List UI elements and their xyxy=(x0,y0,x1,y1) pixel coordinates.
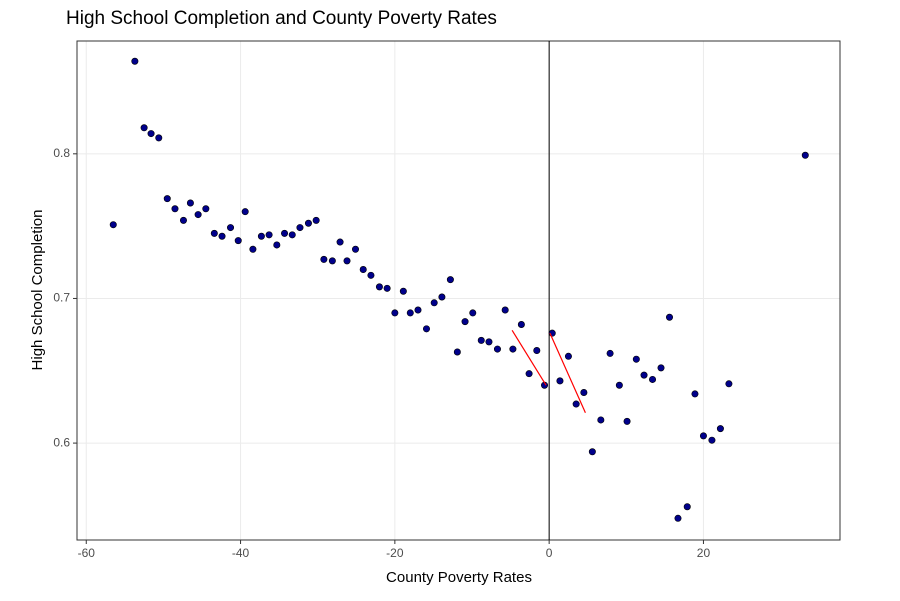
point xyxy=(461,318,469,326)
x-tick-label: -20 xyxy=(386,546,404,560)
point xyxy=(296,224,304,232)
point xyxy=(580,388,588,396)
y-axis-label: High School Completion xyxy=(29,210,46,371)
point xyxy=(657,364,665,372)
point xyxy=(525,370,533,378)
point xyxy=(649,375,657,383)
point xyxy=(597,416,605,424)
point xyxy=(179,216,187,224)
point xyxy=(632,355,640,363)
point xyxy=(564,352,572,360)
point xyxy=(147,130,155,138)
x-axis-label: County Poverty Rates xyxy=(386,569,532,586)
x-tick-label: 0 xyxy=(546,546,553,560)
point xyxy=(218,232,226,240)
plot-border xyxy=(76,40,841,541)
y-tick-label: 0.8 xyxy=(53,146,70,160)
point xyxy=(477,336,485,344)
point xyxy=(623,417,631,425)
x-tick-label: -40 xyxy=(232,546,250,560)
point xyxy=(666,313,674,321)
point xyxy=(716,425,724,433)
point xyxy=(288,231,296,239)
point xyxy=(438,293,446,301)
point xyxy=(501,306,509,314)
point xyxy=(194,211,202,219)
point xyxy=(406,309,414,317)
chart-title: High School Completion and County Povert… xyxy=(66,8,497,29)
point xyxy=(304,219,312,227)
point xyxy=(234,237,242,245)
point xyxy=(155,134,163,142)
point xyxy=(493,345,501,353)
point xyxy=(509,345,517,353)
point xyxy=(312,216,320,224)
point xyxy=(699,432,707,440)
point xyxy=(375,283,383,291)
point xyxy=(725,380,733,388)
point xyxy=(241,208,249,216)
point xyxy=(249,245,257,253)
point xyxy=(517,320,525,328)
point xyxy=(281,229,289,237)
point xyxy=(257,232,265,240)
point xyxy=(469,309,477,317)
point xyxy=(708,436,716,444)
point xyxy=(399,287,407,295)
point xyxy=(533,347,541,355)
point xyxy=(186,199,194,207)
point xyxy=(202,205,210,213)
point xyxy=(171,205,179,213)
point xyxy=(367,271,375,279)
point xyxy=(273,241,281,249)
point xyxy=(683,503,691,511)
y-tick-label: 0.7 xyxy=(53,291,70,305)
point xyxy=(352,245,360,253)
point xyxy=(588,448,596,456)
point xyxy=(606,349,614,357)
point xyxy=(422,325,430,333)
point xyxy=(320,255,328,263)
point xyxy=(328,257,336,265)
point xyxy=(265,231,273,239)
point xyxy=(572,400,580,408)
point xyxy=(336,238,344,246)
y-tick-label: 0.6 xyxy=(53,435,70,449)
point xyxy=(674,514,682,522)
point xyxy=(227,224,235,232)
point xyxy=(131,57,139,65)
point xyxy=(801,151,809,159)
point xyxy=(485,338,493,346)
point xyxy=(343,257,351,265)
point xyxy=(453,348,461,356)
x-tick-label: -60 xyxy=(78,546,96,560)
point xyxy=(691,390,699,398)
fit-line xyxy=(511,329,547,386)
point xyxy=(391,309,399,317)
point xyxy=(140,124,148,132)
point xyxy=(615,381,623,389)
point xyxy=(556,377,564,385)
point xyxy=(430,299,438,307)
point xyxy=(414,306,422,314)
point xyxy=(640,371,648,379)
point xyxy=(359,266,367,274)
point xyxy=(210,229,218,237)
fit-line xyxy=(549,332,586,413)
x-tick-label: 20 xyxy=(697,546,711,560)
point xyxy=(446,276,454,284)
point xyxy=(383,284,391,292)
point xyxy=(163,195,171,203)
point xyxy=(109,221,117,229)
